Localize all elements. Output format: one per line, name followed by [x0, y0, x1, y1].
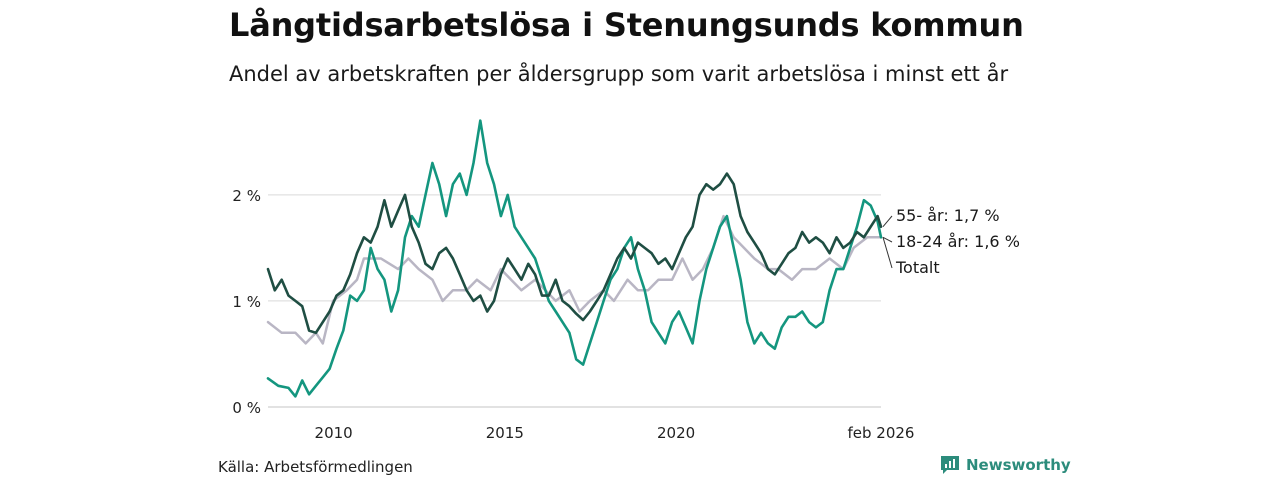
series-line-total [266, 214, 883, 345]
chart-title: Långtidsarbetslösa i Stenungsunds kommun [229, 6, 1024, 44]
series-lines [266, 119, 883, 398]
x-tick-label: 2010 [315, 424, 353, 442]
series-line-age_18_24 [266, 119, 883, 398]
y-tick-label: 1 % [232, 293, 261, 311]
y-tick-label: 2 % [232, 187, 261, 205]
leader-line-age_18_24 [882, 236, 893, 243]
leader-line-total [882, 237, 893, 269]
end-label-age_55: 55- år: 1,7 % [896, 206, 1000, 225]
newsworthy-logo-icon [941, 456, 959, 474]
y-tick-label: 0 % [232, 399, 261, 417]
source-note: Källa: Arbetsförmedlingen [218, 458, 413, 476]
x-axis-ticks: 2010 2015 2020 feb 2026 [315, 424, 915, 442]
x-tick-label: 2020 [657, 424, 695, 442]
series-line-age_55 [266, 172, 883, 335]
end-labels: Totalt 18-24 år: 1,6 % 55- år: 1,7 % [882, 206, 1020, 277]
x-tick-label: 2015 [486, 424, 524, 442]
leader-line-age_55 [882, 215, 893, 228]
x-tick-label: feb 2026 [848, 424, 915, 442]
end-label-age_18_24: 18-24 år: 1,6 % [896, 232, 1020, 251]
end-label-total: Totalt [895, 258, 940, 277]
chart-subtitle: Andel av arbetskraften per åldersgrupp s… [229, 62, 1009, 86]
brand-name: Newsworthy [966, 456, 1071, 474]
y-axis-ticks: 0 % 1 % 2 % [232, 187, 261, 417]
brand-logo[interactable]: Newsworthy [940, 455, 1071, 475]
